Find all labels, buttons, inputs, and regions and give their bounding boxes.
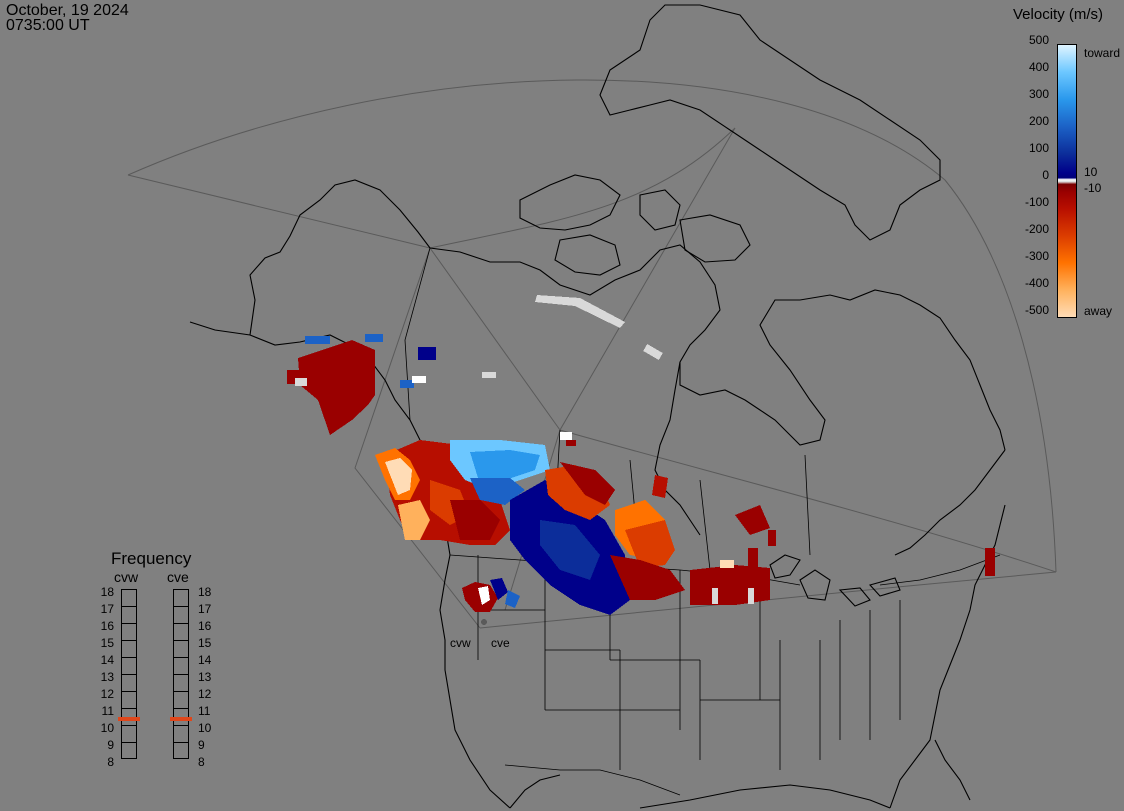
colorbar-tick: 200	[1028, 114, 1049, 128]
colorbar-tick: -400	[1024, 276, 1049, 290]
colorbar-tick: 400	[1028, 60, 1049, 74]
frequency-level-label: 12	[198, 687, 212, 701]
frequency-level-label: 16	[100, 619, 114, 633]
colorbar-tick: -300	[1024, 249, 1049, 263]
frequency-level-label: 13	[100, 670, 114, 684]
colorbar-title: Velocity (m/s)	[1013, 6, 1104, 23]
arctic-islands	[519, 174, 751, 276]
baja-gulf	[509, 774, 561, 809]
frequency-level-label: 8	[198, 755, 205, 769]
colorbar-plus10-label: 10	[1084, 165, 1098, 179]
alaska-canada-border	[404, 247, 431, 421]
colorbar-tick: -100	[1024, 195, 1049, 209]
frequency-level-label: 15	[198, 636, 212, 650]
frequency-scale-cve	[173, 589, 189, 759]
frequency-level-label: 10	[198, 721, 212, 735]
frequency-level-label: 14	[198, 653, 212, 667]
colorbar-away-label: away	[1084, 304, 1113, 318]
frequency-radar-cve: cve	[167, 569, 189, 585]
frequency-marker-cvw	[118, 717, 140, 722]
great-lakes	[769, 554, 901, 607]
frequency-radar-cvw: cvw	[114, 569, 139, 585]
alaska-coast	[189, 179, 436, 471]
frequency-marker-cve	[170, 717, 192, 722]
frequency-level-label: 17	[100, 602, 114, 616]
frequency-level-label: 8	[107, 755, 114, 769]
frequency-level-label: 14	[100, 653, 114, 667]
radar-site-cvw-label: cvw	[450, 636, 471, 650]
frequency-level-label: 15	[100, 636, 114, 650]
hudson-bay	[654, 361, 701, 536]
frequency-level-label: 9	[107, 738, 114, 752]
greenland	[599, 4, 941, 241]
labrador-coast	[894, 449, 1006, 556]
frequency-level-label: 16	[198, 619, 212, 633]
colorbar-tick: 0	[1042, 168, 1049, 182]
gulf-coast	[639, 784, 891, 809]
frequency-level-label: 12	[100, 687, 114, 701]
colorbar-tick: 100	[1028, 141, 1049, 155]
time-label: 0735:00 UT	[6, 17, 90, 34]
velocity-cells	[287, 295, 995, 625]
frequency-level-label: 9	[198, 738, 205, 752]
colorbar-tick: -500	[1024, 303, 1049, 317]
velocity-colorbar	[1057, 44, 1077, 318]
us-mexico-border	[504, 764, 681, 796]
frequency-level-label: 13	[198, 670, 212, 684]
frequency-level-label: 11	[198, 704, 211, 718]
colorbar-toward-label: toward	[1084, 46, 1121, 60]
frequency-level-label: 18	[100, 585, 114, 599]
frequency-level-label: 10	[100, 721, 114, 735]
radar-site-cve-label: cve	[491, 636, 510, 650]
colorbar-minus10-label: -10	[1084, 181, 1102, 195]
florida	[934, 739, 971, 801]
colorbar-tick: -200	[1024, 222, 1049, 236]
date-label: October, 19 2024	[6, 2, 129, 19]
colorbar-tick: 500	[1028, 33, 1049, 47]
frequency-level-label: 18	[198, 585, 212, 599]
colorbar-tick: 300	[1028, 87, 1049, 101]
frequency-level-label: 11	[101, 704, 114, 718]
frequency-scale-cvw	[121, 589, 137, 759]
coastlines	[189, 4, 1006, 809]
frequency-level-label: 17	[198, 602, 212, 616]
arctic-coast	[429, 244, 1006, 451]
frequency-title: Frequency	[111, 549, 192, 568]
